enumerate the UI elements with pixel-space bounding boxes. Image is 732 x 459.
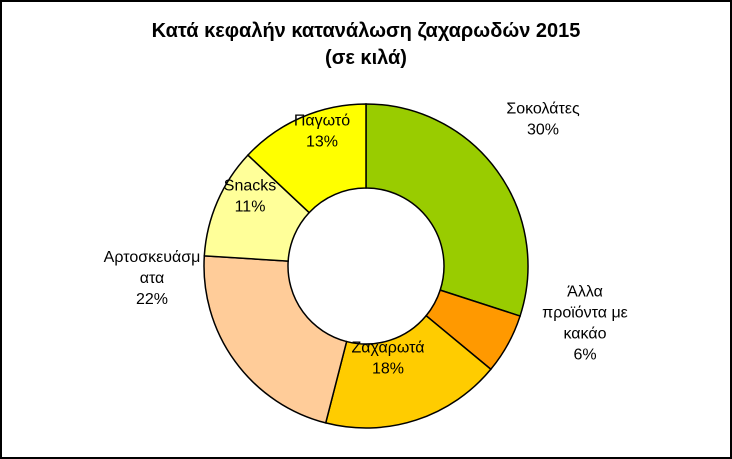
slice-label-line: Snacks bbox=[224, 178, 276, 195]
slice-label-line: Ζαχαρωτά bbox=[352, 340, 425, 357]
slice-label-line: 22% bbox=[136, 291, 168, 308]
slice-label-5: Snacks 11% bbox=[224, 178, 276, 216]
slice-label-3: Ζαχαρωτά 18% bbox=[352, 340, 425, 378]
slice-label-line: 11% bbox=[235, 199, 266, 216]
slice-label-line: 13% bbox=[306, 134, 338, 151]
slice-label-line: 30% bbox=[527, 122, 559, 139]
slice-4 bbox=[203, 255, 348, 424]
slice-label-2: Άλλα προϊόντα με κακάο 6% bbox=[542, 284, 628, 364]
slice-label-6: Παγωτό 13% bbox=[294, 113, 350, 151]
slice-label-line: 6% bbox=[573, 347, 596, 364]
slice-label-line: προϊόντα με bbox=[542, 305, 628, 322]
slice-6 bbox=[246, 103, 367, 214]
slice-label-line: 18% bbox=[372, 361, 404, 378]
slice-label-line: Παγωτό bbox=[294, 113, 350, 130]
chart-title: Κατά κεφαλήν κατανάλωση ζαχαρωδών 2015 bbox=[151, 20, 581, 42]
slice-label-1: Σοκολάτες 30% bbox=[506, 101, 580, 139]
slice-label-line: Αρτοσκευάσμ bbox=[104, 249, 201, 266]
slice-3 bbox=[324, 314, 492, 429]
slice-label-line: ατα bbox=[140, 270, 165, 287]
slice-label-line: κακάο bbox=[563, 326, 606, 343]
slice-label-line: Σοκολάτες bbox=[506, 101, 580, 118]
slice-label-4: Αρτοσκευάσμ ατα 22% bbox=[104, 249, 201, 308]
chart-title-block: Κατά κεφαλήν κατανάλωση ζαχαρωδών 2015 (… bbox=[0, 18, 732, 72]
chart-subtitle: (σε κιλά) bbox=[325, 47, 407, 69]
slice-1 bbox=[365, 103, 529, 318]
slice-label-line: Άλλα bbox=[567, 284, 603, 301]
